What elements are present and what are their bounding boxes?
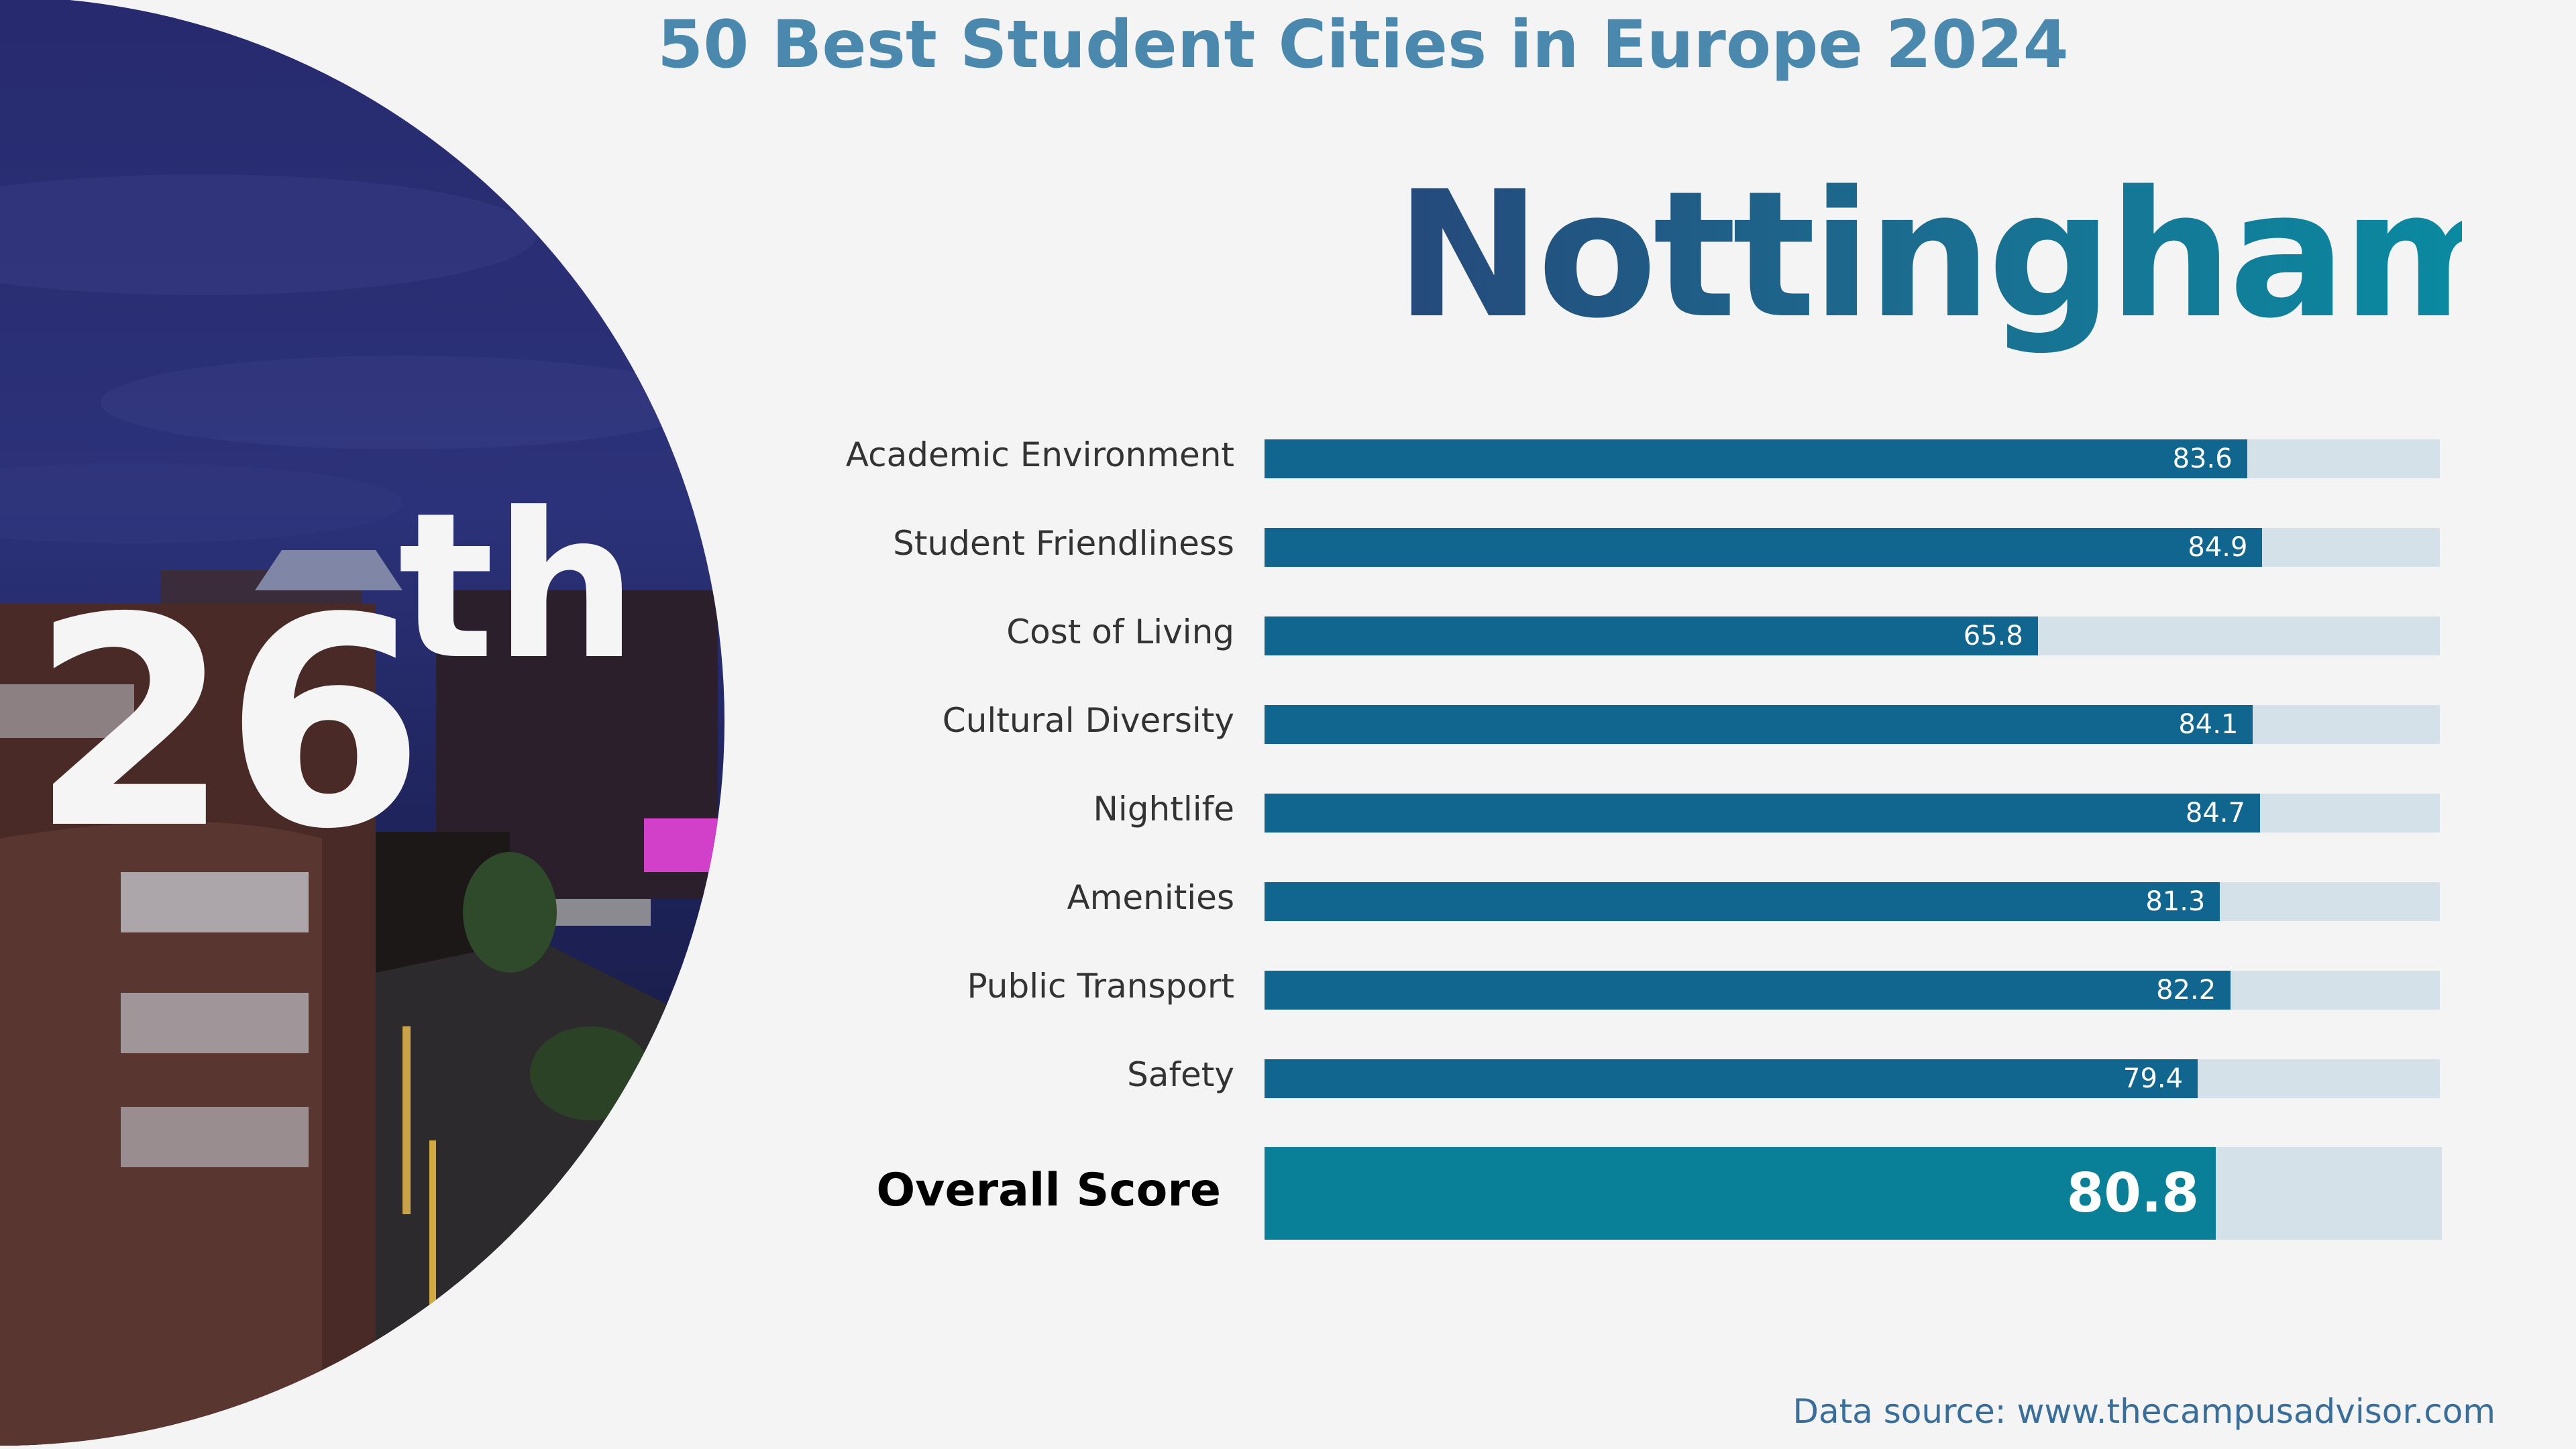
overall-score-label: Overall Score [876,1164,1221,1217]
category-label: Cultural Diversity [942,701,1234,740]
bar-value-label: 65.8 [1963,621,2023,651]
category-label: Student Friendliness [893,524,1234,563]
bar-track: 83.6 [1265,439,2440,478]
category-label: Nightlife [1093,790,1234,828]
bar-track: 84.1 [1265,705,2440,744]
city-title: Nottingham [1395,154,2524,357]
category-label: Academic Environment [845,435,1234,474]
overall-score-bar: 80.8 [1265,1147,2216,1240]
bar: 81.3 [1265,882,2220,921]
overall-score-value: 80.8 [2066,1162,2200,1224]
bar: 84.1 [1265,705,2253,744]
bar-value-label: 83.6 [2172,443,2233,474]
category-label: Cost of Living [1006,612,1234,651]
data-source: Data source: www.thecampusadvisor.com [1792,1392,2496,1431]
bar-track: 84.9 [1265,528,2440,567]
rank-badge: 26th [30,470,637,892]
bar-track: 84.7 [1265,794,2440,833]
bar-track: 79.4 [1265,1059,2440,1098]
overall-score-track: 80.8 [1265,1147,2442,1240]
bar: 65.8 [1265,616,2038,655]
bar-track: 65.8 [1265,616,2440,655]
category-label: Safety [1127,1055,1234,1094]
category-label: Public Transport [967,967,1235,1006]
bar: 84.9 [1265,528,2263,567]
chart-supertitle: 50 Best Student Cities in Europe 2024 [657,7,2069,83]
bar-value-label: 84.9 [2188,532,2248,563]
bar: 84.7 [1265,794,2260,833]
bar-track: 81.3 [1265,882,2440,921]
bar: 83.6 [1265,439,2247,478]
rank-suffix: th [398,470,638,704]
bar: 82.2 [1265,971,2231,1010]
bar-value-label: 84.7 [2185,798,2245,828]
bar-value-label: 79.4 [2123,1063,2184,1094]
category-label: Amenities [1067,878,1234,917]
bar-value-label: 81.3 [2145,886,2206,917]
bar-value-label: 84.1 [2178,709,2239,740]
bar: 79.4 [1265,1059,2198,1098]
rank-number: 26 [30,557,425,892]
bar-track: 82.2 [1265,971,2440,1010]
bar-value-label: 82.2 [2156,975,2216,1006]
